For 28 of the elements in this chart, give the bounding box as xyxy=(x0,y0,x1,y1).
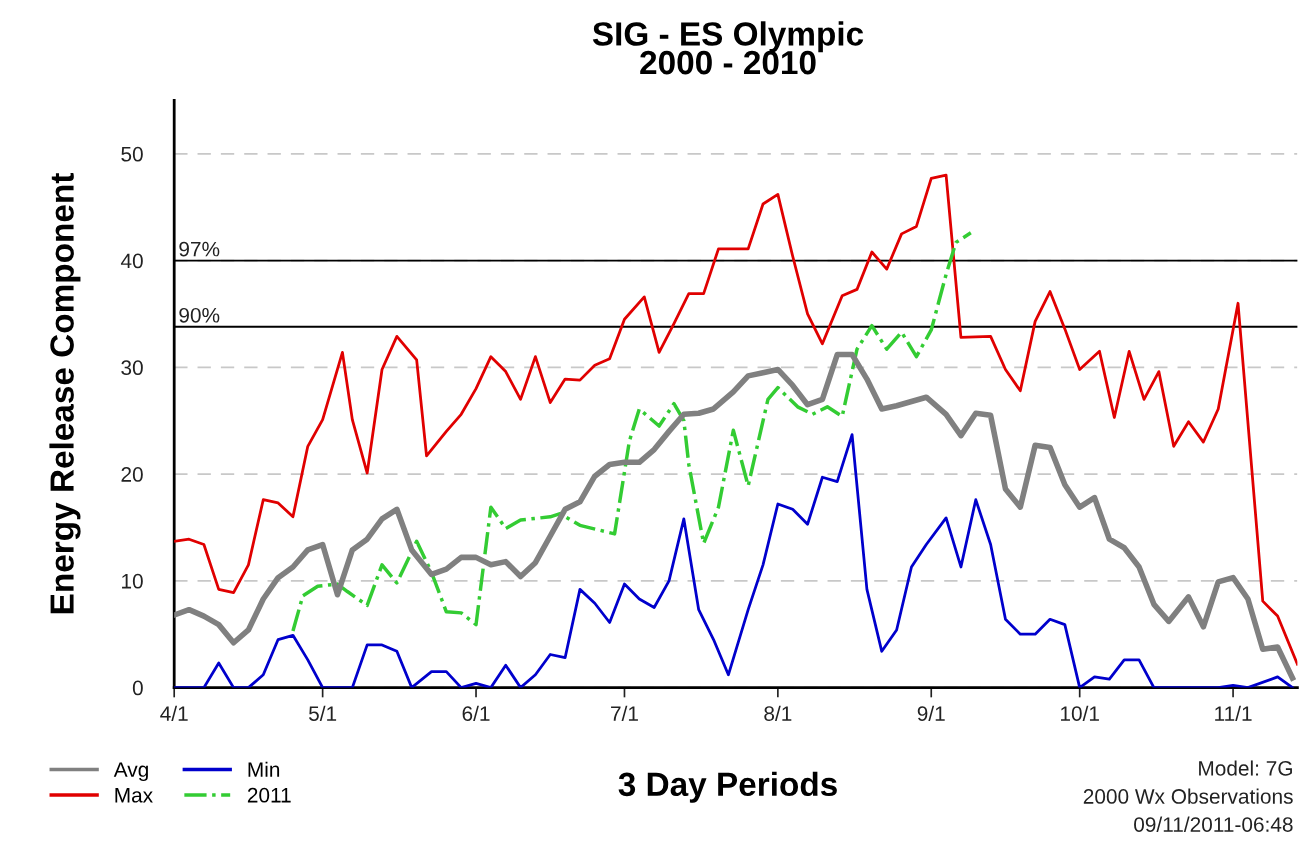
text: 2000 Wx Observations xyxy=(1083,788,1293,804)
legend-label: Min xyxy=(248,761,280,777)
x-tick-label: 9/1 xyxy=(917,705,945,721)
x-tick-label: 10/1 xyxy=(1061,705,1099,721)
x-tick-label: 8/1 xyxy=(764,705,792,721)
legend-label: 2011 xyxy=(247,787,291,803)
x-tick-label: 5/1 xyxy=(308,705,337,721)
annotation: 97% xyxy=(179,241,220,257)
text: Model: 7G xyxy=(1199,760,1292,776)
x-tick-label: 7/1 xyxy=(611,705,638,721)
y-tick-label: 10 xyxy=(122,573,143,589)
y-axis-title: Energy Release Component xyxy=(49,173,81,614)
x-axis-title: 3 Day Periods xyxy=(618,771,837,803)
x-tick-label: 6/1 xyxy=(462,705,490,721)
legend-label: Avg xyxy=(113,762,148,782)
text: 09/11/2011-06:48 xyxy=(1134,816,1293,832)
line-series xyxy=(174,173,1298,666)
y-tick-label: 0 xyxy=(132,680,143,696)
line-series xyxy=(174,433,1294,688)
x-tick-label: 11/1 xyxy=(1215,705,1252,721)
line-series xyxy=(291,231,973,633)
y-tick-label: 50 xyxy=(121,146,143,162)
y-tick-label: 20 xyxy=(121,467,143,482)
y-tick-label: 30 xyxy=(121,360,143,376)
legend-label: Max xyxy=(115,788,153,803)
annotation: 90% xyxy=(179,307,220,323)
x-tick-label: 4/1 xyxy=(160,705,188,721)
y-tick-label: 40 xyxy=(120,253,143,269)
